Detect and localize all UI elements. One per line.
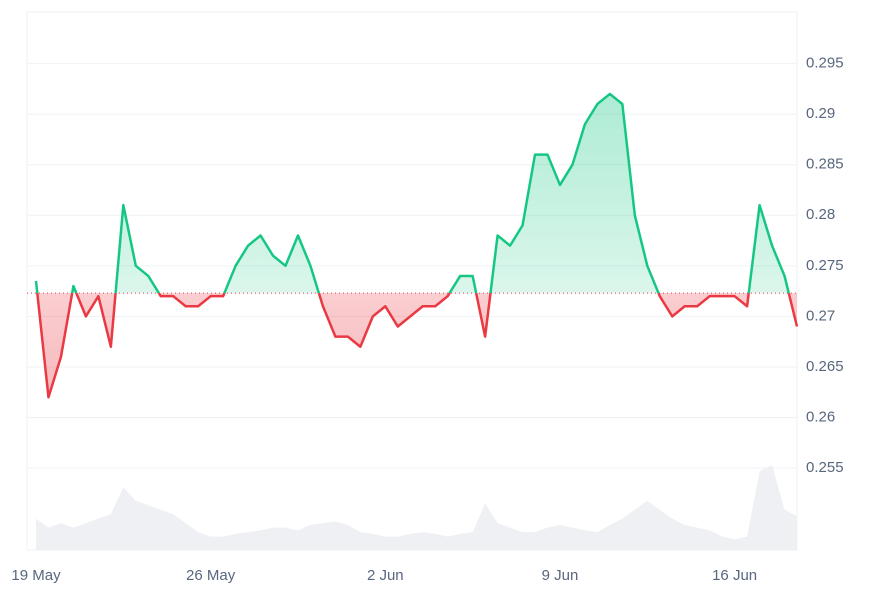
y-tick-label: 0.255 xyxy=(806,459,844,476)
area-up xyxy=(36,93,797,294)
price-line-up xyxy=(34,92,791,294)
area-down xyxy=(37,293,797,398)
y-tick-label: 0.28 xyxy=(806,206,835,223)
x-tick-label: 19 May xyxy=(11,567,61,584)
y-tick-label: 0.265 xyxy=(806,358,844,375)
x-tick-label: 9 Jun xyxy=(542,567,579,584)
price-line-down xyxy=(36,293,799,399)
x-tick-label: 26 May xyxy=(186,567,236,584)
volume-area xyxy=(36,465,797,550)
y-tick-label: 0.26 xyxy=(806,408,835,425)
x-tick-label: 16 Jun xyxy=(712,567,757,584)
y-tick-label: 0.285 xyxy=(806,156,844,173)
y-tick-label: 0.29 xyxy=(806,105,835,122)
y-tick-label: 0.295 xyxy=(806,55,844,72)
y-tick-label: 0.275 xyxy=(806,257,844,274)
x-tick-label: 2 Jun xyxy=(367,567,404,584)
y-tick-label: 0.27 xyxy=(806,307,835,324)
